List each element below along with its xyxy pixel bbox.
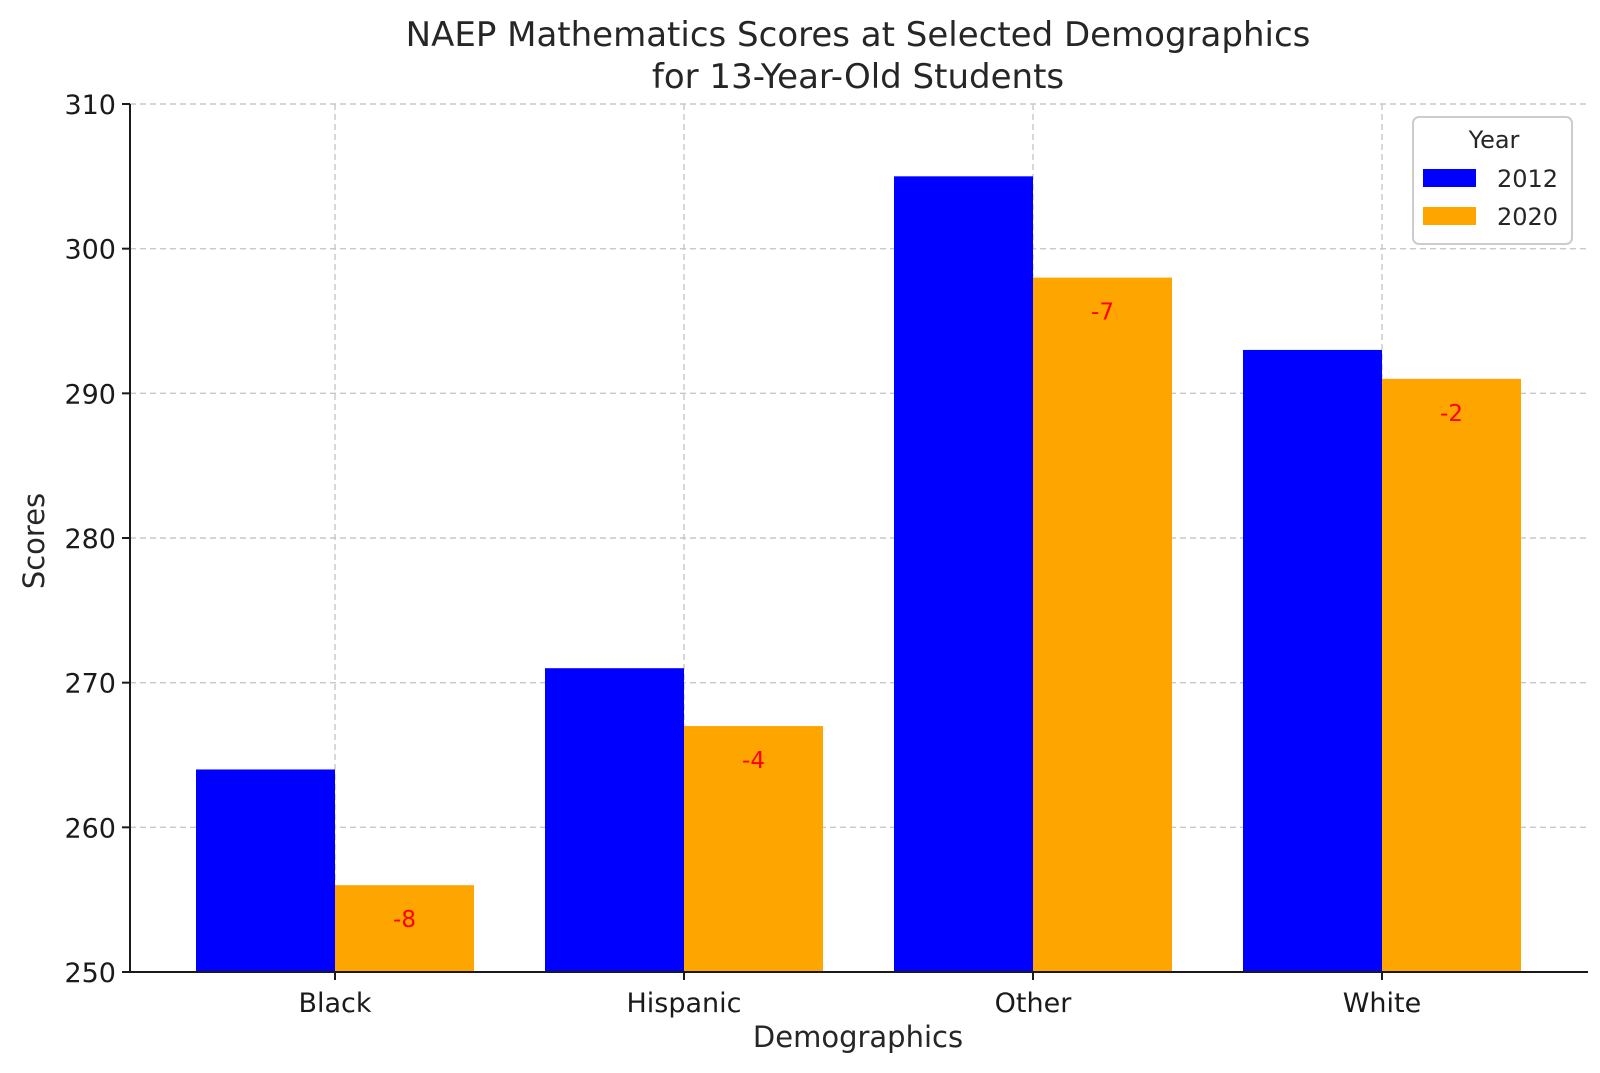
y-tick-label: 310 xyxy=(64,90,116,121)
y-tick-label: 300 xyxy=(64,235,116,266)
y-tick-label: 260 xyxy=(64,813,116,844)
bar-2020-hispanic xyxy=(684,726,823,972)
x-axis-label: Demographics xyxy=(753,1020,963,1054)
y-axis-label: Scores xyxy=(17,493,51,589)
bar-2020-white xyxy=(1382,378,1521,972)
x-tick-label-black: Black xyxy=(298,988,371,1019)
bar-2020-other xyxy=(1033,277,1172,973)
legend-swatch-2020 xyxy=(1423,207,1476,225)
chart-title-line-1: NAEP Mathematics Scores at Selected Demo… xyxy=(406,15,1311,55)
bar-annotations: -8 -4 -7 -2 xyxy=(393,300,1463,934)
x-tick-label-hispanic: Hispanic xyxy=(626,988,741,1019)
bar-2012-white xyxy=(1243,349,1382,972)
bar-2012-other xyxy=(894,176,1033,973)
x-tick-labels: Black Hispanic Other White xyxy=(298,972,1421,1019)
x-tick-label-other: Other xyxy=(995,988,1073,1019)
bar-annotation-white: -2 xyxy=(1440,401,1463,427)
legend-label-2020: 2020 xyxy=(1497,203,1558,231)
y-tick-label: 290 xyxy=(64,379,116,410)
y-tick-label: 280 xyxy=(64,524,116,555)
bars xyxy=(196,176,1521,973)
bar-annotation-other: -7 xyxy=(1091,300,1114,326)
y-tick-labels: 250 260 270 280 290 300 310 xyxy=(64,90,130,989)
axes xyxy=(129,104,1588,973)
bar-2020-black xyxy=(335,885,474,972)
legend: Year 2012 2020 xyxy=(1412,116,1573,245)
y-tick-label: 270 xyxy=(64,669,116,700)
bar-2012-black xyxy=(196,769,335,972)
x-tick-label-white: White xyxy=(1343,988,1422,1019)
legend-swatch-2012 xyxy=(1423,169,1476,187)
chart-title-line-2: for 13-Year-Old Students xyxy=(652,57,1064,97)
bar-2012-hispanic xyxy=(545,668,684,972)
legend-title: Year xyxy=(1468,126,1520,154)
y-tick-label: 250 xyxy=(64,958,116,989)
bar-annotation-black: -8 xyxy=(393,907,416,933)
bar-annotation-hispanic: -4 xyxy=(742,748,765,774)
legend-label-2012: 2012 xyxy=(1497,165,1558,193)
